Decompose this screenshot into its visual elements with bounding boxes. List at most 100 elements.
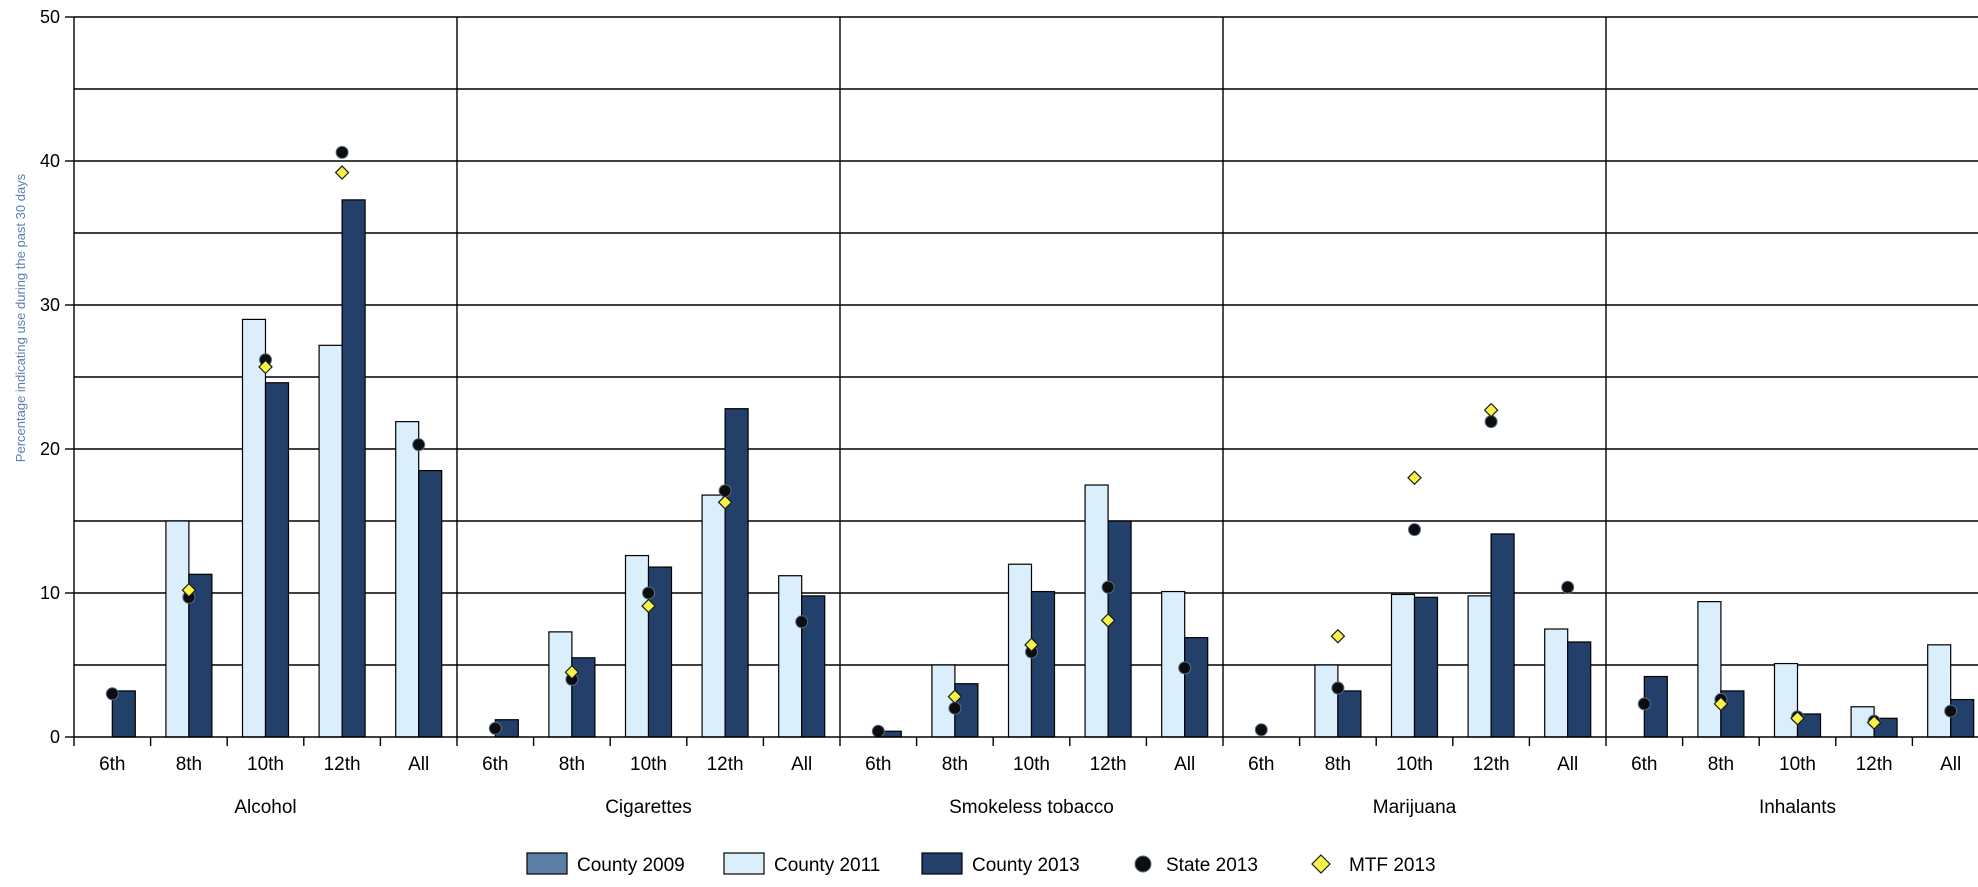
x-tick-label: 8th xyxy=(559,754,585,775)
point-state-2013 xyxy=(1944,704,1958,718)
point-mtf-2013 xyxy=(258,359,273,375)
y-tick-label: 0 xyxy=(50,727,60,747)
x-tick-label: 12th xyxy=(324,754,361,775)
bar-county-2011 xyxy=(1314,664,1339,738)
point-state-2013 xyxy=(105,687,119,701)
point-mtf-2013 xyxy=(1100,613,1116,628)
x-tick-label: 10th xyxy=(247,754,284,775)
legend: County 2009 County 2011 County 2013 State 2… xyxy=(526,852,1436,876)
legend-label: State 2013 xyxy=(1166,855,1258,876)
legend-label: County 2009 xyxy=(577,855,685,876)
bar-county-2011 xyxy=(624,554,650,738)
point-state-2013 xyxy=(1637,697,1651,711)
bar-county-2013 xyxy=(1337,690,1362,738)
x-tick-label: All xyxy=(1557,754,1578,775)
bar-county-2011 xyxy=(1697,601,1722,738)
x-tick-label: 12th xyxy=(707,754,744,775)
point-mtf-2013 xyxy=(334,165,350,180)
bar-county-2013 xyxy=(1107,520,1132,738)
point-state-2013 xyxy=(1101,580,1115,594)
y-axis-title: Percentage indicating use during the pas… xyxy=(13,173,28,462)
x-tick-label: All xyxy=(1940,754,1961,775)
group-label: Marijuana xyxy=(1373,797,1457,818)
y-tick-label: 20 xyxy=(40,439,60,459)
bar-county-2011 xyxy=(1927,644,1952,738)
x-tick-label: 12th xyxy=(1090,754,1127,775)
x-tick-label: 6th xyxy=(1631,754,1657,775)
legend-swatch xyxy=(921,852,963,875)
bar-county-2013 xyxy=(724,408,749,738)
axis-labels: 0 10 20 30 40 50 Alcohol 6th 8th 10th 12th All Cigar… xyxy=(40,7,1961,818)
legend-label: MTF 2013 xyxy=(1349,855,1436,876)
point-mtf-2013 xyxy=(1024,637,1039,653)
point-mtf-2013 xyxy=(717,494,733,510)
point-mtf-2013 xyxy=(641,598,656,614)
bar-county-2011 xyxy=(1467,595,1492,738)
point-state-2013 xyxy=(335,145,349,159)
point-mtf-2013 xyxy=(181,582,197,598)
point-mtf-2013 xyxy=(564,664,580,680)
bar-county-2011 xyxy=(1544,628,1569,738)
x-tick-label: 6th xyxy=(99,754,125,775)
x-tick-label: All xyxy=(791,754,812,775)
bar-county-2011 xyxy=(395,421,420,738)
bar-county-2013 xyxy=(418,470,443,738)
bar-county-2011 xyxy=(701,494,726,738)
y-tick-label: 40 xyxy=(40,151,60,171)
x-tick-label: 10th xyxy=(1013,754,1050,775)
bar-county-2011 xyxy=(1084,484,1109,738)
point-state-2013 xyxy=(1331,681,1345,695)
x-tick-label: 10th xyxy=(1779,754,1816,775)
bar-county-2011 xyxy=(1773,662,1799,738)
point-mtf-2013 xyxy=(1866,715,1882,730)
y-tick-label: 10 xyxy=(40,583,60,603)
legend-label: County 2013 xyxy=(972,855,1080,876)
legend-swatch xyxy=(1311,854,1331,874)
bar-county-2013 xyxy=(1184,637,1209,738)
bar-county-2011 xyxy=(778,575,803,738)
x-tick-label: 12th xyxy=(1473,754,1510,775)
bar-county-2011 xyxy=(165,520,190,738)
point-mtf-2013 xyxy=(1330,628,1346,644)
bar-county-2011 xyxy=(931,664,956,738)
point-state-2013 xyxy=(412,438,426,452)
point-mtf-2013 xyxy=(1483,402,1499,418)
bar-county-2011 xyxy=(1390,593,1416,738)
y-tick-label: 50 xyxy=(40,7,60,27)
x-tick-label: 6th xyxy=(482,754,508,775)
x-tick-label: 8th xyxy=(942,754,968,775)
bar-county-2013 xyxy=(341,199,366,738)
x-tick-label: 10th xyxy=(1396,754,1433,775)
legend-swatch xyxy=(526,852,568,875)
legend-swatch xyxy=(1134,855,1152,873)
group-label: Inhalants xyxy=(1759,797,1836,818)
axes xyxy=(65,16,1978,746)
bar-county-2011 xyxy=(318,344,343,738)
group-label: Smokeless tobacco xyxy=(949,797,1114,818)
bars xyxy=(111,199,1975,738)
x-tick-label: 12th xyxy=(1856,754,1893,775)
point-state-2013 xyxy=(1178,661,1192,675)
bar-county-2013 xyxy=(1030,590,1056,738)
x-tick-label: 8th xyxy=(1708,754,1734,775)
bar-county-2013 xyxy=(1490,533,1515,738)
point-state-2013 xyxy=(795,615,809,629)
point-mtf-2013 xyxy=(947,689,963,705)
x-tick-label: 10th xyxy=(630,754,667,775)
legend-label: County 2011 xyxy=(774,855,880,876)
point-state-2013 xyxy=(1561,580,1575,594)
legend-swatch xyxy=(723,852,765,875)
bar-county-2011 xyxy=(241,318,267,738)
x-tick-label: 6th xyxy=(865,754,891,775)
bar-county-2013 xyxy=(1950,698,1975,738)
group-label: Alcohol xyxy=(234,797,296,818)
point-mtf-2013 xyxy=(1713,696,1729,712)
group-label: Cigarettes xyxy=(605,797,692,818)
x-tick-label: All xyxy=(1174,754,1195,775)
point-mtf-2013 xyxy=(1790,710,1805,726)
bar-county-2013 xyxy=(264,382,290,738)
point-state-2013 xyxy=(488,721,502,735)
point-mtf-2013 xyxy=(1407,470,1422,486)
point-state-2013 xyxy=(1408,523,1421,537)
